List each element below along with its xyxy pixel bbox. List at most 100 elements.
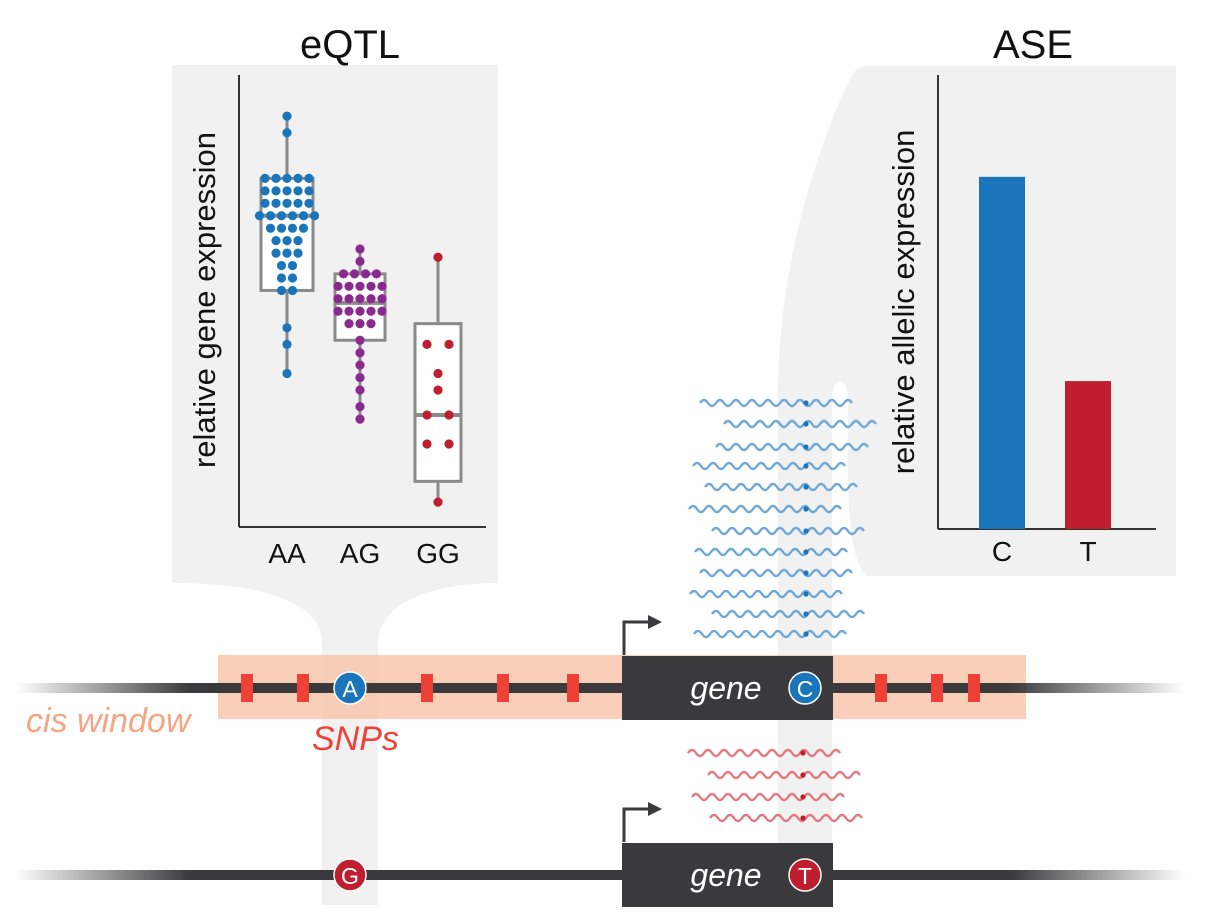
transcript-allele-dot (803, 528, 809, 534)
data-point-AA (298, 211, 309, 221)
snps-label: SNPs (312, 720, 399, 758)
data-point-AA (282, 323, 292, 333)
data-point-AG (333, 294, 343, 304)
data-point-GG (444, 339, 454, 349)
transcript-allele-dot (800, 794, 806, 800)
ase-y-axis-label: relative allelic expression (886, 130, 921, 475)
transcript-allele-dot (800, 772, 806, 778)
eqtl-axes (238, 75, 486, 528)
data-point-AA (287, 211, 298, 221)
ase-connector (778, 66, 1176, 852)
data-point-AG (377, 281, 387, 291)
data-point-AA (276, 211, 287, 221)
data-point-AG (371, 269, 382, 279)
gene-bottom-allele: T (798, 863, 812, 889)
data-point-AA (271, 198, 281, 208)
data-point-AG (355, 360, 365, 370)
data-point-GG (433, 385, 443, 395)
box-iqr (259, 176, 315, 292)
chromosome-top (15, 683, 1185, 693)
data-point-AG (355, 244, 365, 254)
data-point-AA (260, 186, 270, 196)
transcript-allele-dot (800, 750, 806, 756)
data-point-AG (355, 402, 365, 412)
gene-top: gene C (622, 615, 833, 720)
box-iqr (413, 322, 463, 483)
eqtl-y-axis-label: relative gene expression (187, 132, 222, 468)
transcript-allele-dot (803, 463, 809, 469)
eqtl-title: eQTL (300, 23, 400, 67)
data-point-AG (355, 373, 365, 383)
data-point-AA (282, 128, 292, 138)
data-point-AG (333, 306, 343, 316)
gene-bottom: gene T (622, 802, 833, 907)
data-point-AA (287, 273, 298, 283)
data-point-AG (344, 294, 354, 304)
data-point-AG (333, 281, 343, 291)
data-point-GG (444, 439, 454, 449)
eqtl-tick-labels: AA AG GG (268, 538, 459, 569)
data-point-GG (433, 368, 443, 379)
data-point-AG (360, 269, 371, 279)
data-point-AA (282, 111, 292, 121)
snp-mark (297, 674, 309, 702)
data-point-AG (355, 256, 365, 266)
eqtl-tick-AA: AA (268, 538, 306, 569)
bar-C (979, 176, 1025, 529)
transcript-allele-dot (803, 611, 809, 617)
data-point-AG (377, 306, 387, 316)
data-point-AA (271, 186, 281, 196)
snp-top-allele-marker: A (333, 671, 367, 705)
data-point-AA (282, 186, 292, 196)
data-point-AA (304, 186, 314, 196)
data-point-AG (349, 269, 360, 279)
transcript-allele-dot (803, 570, 809, 576)
data-point-AA (304, 173, 314, 183)
snp-mark (931, 674, 943, 702)
transcript-allele-dot (803, 421, 809, 427)
snp-top-allele: A (342, 676, 358, 702)
transcript-allele-dot (803, 549, 809, 555)
data-point-GG (444, 410, 454, 420)
snp-mark (968, 674, 980, 702)
data-point-AG (366, 306, 376, 316)
snp-mark (241, 674, 253, 702)
data-point-AG (355, 319, 365, 329)
red-transcripts (686, 748, 864, 823)
data-point-AG (366, 319, 376, 329)
data-point-GG (422, 339, 432, 349)
blue-transcripts (687, 398, 878, 639)
transcript-allele-dot (803, 484, 809, 490)
chromosome-bottom (15, 870, 1185, 880)
data-point-AA (271, 236, 281, 246)
snp-mark (497, 674, 509, 702)
snp-bottom-allele-marker: G (333, 858, 367, 892)
data-point-AA (276, 285, 287, 296)
data-point-AA (282, 198, 292, 208)
data-point-AA (271, 173, 281, 183)
eqtl-tick-GG: GG (416, 538, 460, 569)
eqtl-chart: relative gene expression AA AG GG (187, 75, 486, 569)
data-point-AA (293, 186, 303, 196)
data-point-AG (355, 294, 365, 304)
data-point-AA (287, 260, 298, 271)
data-point-AA (276, 260, 287, 271)
eqtl-boxes (259, 116, 463, 503)
eqtl-points (254, 111, 454, 507)
data-point-AA (260, 173, 270, 183)
data-point-AA (309, 211, 320, 221)
snp-marks (241, 674, 980, 702)
data-point-AA (282, 368, 292, 379)
data-point-AG (355, 348, 365, 358)
data-point-AG (344, 319, 354, 329)
snp-bottom-allele: G (341, 863, 359, 889)
data-point-AA (287, 223, 298, 233)
data-point-AA (293, 248, 303, 258)
data-point-AG (344, 306, 354, 316)
box-AA (259, 116, 315, 374)
eqtl-tick-AG: AG (340, 538, 380, 569)
bar-T (1065, 381, 1111, 529)
